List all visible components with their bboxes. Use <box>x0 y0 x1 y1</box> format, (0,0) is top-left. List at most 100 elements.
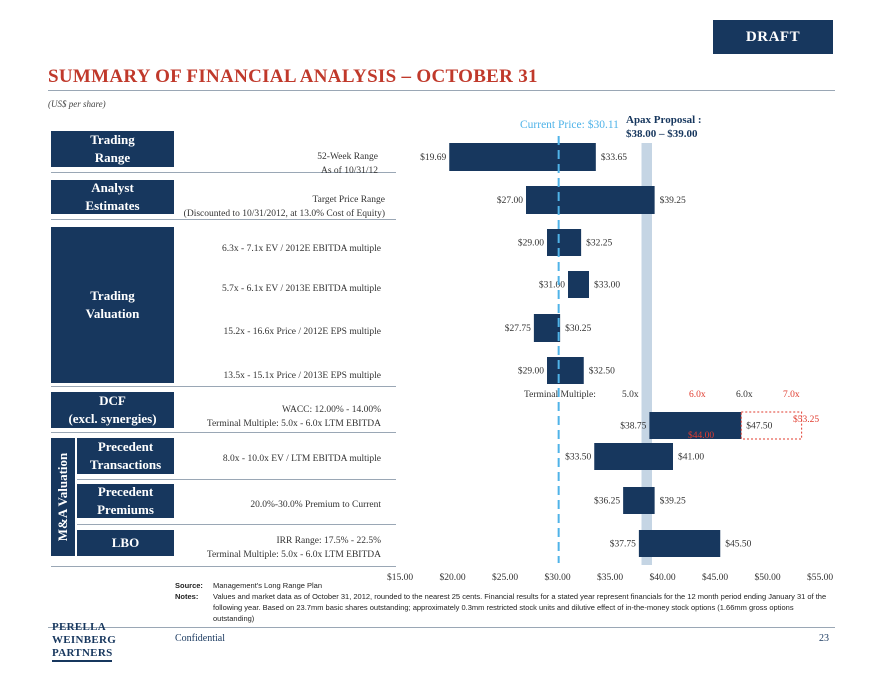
category-ma-valuation: M&A Valuation <box>51 438 75 556</box>
bar-high-label: $32.50 <box>589 366 615 377</box>
category-label-line: Analyst <box>91 180 134 195</box>
bar-low-label: $31.00 <box>539 280 565 291</box>
bar-high-label: $39.25 <box>660 496 686 507</box>
bar-low-label: $33.50 <box>565 452 591 463</box>
category-precedent-transactions: Precedent Transactions <box>77 438 174 474</box>
category-label-line: Precedent <box>97 439 154 454</box>
bar-low-label: $19.69 <box>420 152 446 163</box>
terminal-multiple-mid: 6.0x <box>736 390 753 400</box>
terminal-multiple-mid-red: 6.0x <box>689 390 706 400</box>
page-title: SUMMARY OF FINANCIAL ANALYSIS – OCTOBER … <box>48 66 538 87</box>
x-tick-label: $25.00 <box>492 572 518 583</box>
bar-high-label: $30.25 <box>565 323 591 334</box>
range-bar <box>594 443 673 470</box>
bar-high-label: $33.00 <box>594 280 620 291</box>
range-bar <box>533 314 561 342</box>
title-divider <box>48 90 835 91</box>
draft-badge: DRAFT <box>713 20 833 54</box>
analyst-desc: Target Price Range (Discounted to 10/31/… <box>184 193 385 221</box>
bar-low-label: $29.00 <box>518 366 544 377</box>
category-label-line: (excl. synergies) <box>68 411 157 426</box>
apax-line1: Apax Proposal : <box>626 114 702 126</box>
category-lbo: LBO <box>77 530 174 556</box>
category-label-line: DCF <box>99 393 126 408</box>
x-tick-label: $35.00 <box>597 572 623 583</box>
footer-divider <box>48 627 835 628</box>
terminal-multiple-low: 5.0x <box>622 390 639 400</box>
range-bar <box>638 530 721 557</box>
precedent-transactions-desc: 8.0x - 10.0x EV / LTM EBITDA multiple <box>222 454 381 464</box>
category-trading-valuation: Trading Valuation <box>51 227 174 383</box>
source-label: Source: <box>175 581 203 590</box>
category-precedent-premiums: Precedent Premiums <box>77 484 174 518</box>
logo-line1: PERELLA <box>52 621 107 633</box>
x-tick-label: $55.00 <box>807 572 833 583</box>
x-tick-label: $15.00 <box>387 572 413 583</box>
bar-high-label: $47.50 <box>746 421 772 432</box>
range-bar <box>568 271 589 298</box>
logo-line2: WEINBERG <box>52 634 117 646</box>
terminal-multiple-high-red: 7.0x <box>783 390 800 400</box>
row-divider <box>51 432 396 433</box>
units-subtitle: (US$ per share) <box>48 99 106 109</box>
notes-label: Notes: <box>175 592 199 601</box>
bar-low-label: $27.00 <box>497 195 523 206</box>
source-text: Management's Long Range Plan <box>213 581 323 590</box>
category-dcf: DCF (excl. synergies) <box>51 392 174 428</box>
tv3-desc: 15.2x - 16.6x Price / 2012E EPS multiple <box>223 327 381 337</box>
bar-high-label: $45.50 <box>725 539 751 550</box>
analyst-line1: Target Price Range <box>312 195 386 205</box>
range-bar <box>623 487 655 514</box>
x-tick-label: $30.00 <box>544 572 570 583</box>
ma-valuation-label: M&A Valuation <box>55 452 70 542</box>
week52-range-desc: 52-Week Range As of 10/31/12 <box>317 150 378 178</box>
lbo-line2: Terminal Multiple: 5.0x - 6.0x LTM EBITD… <box>206 550 381 560</box>
x-tick-label: $40.00 <box>649 572 675 583</box>
row-divider <box>51 219 396 220</box>
bar-high-label: $41.00 <box>678 452 704 463</box>
bar-low-label: $27.75 <box>505 323 531 334</box>
tv4-desc: 13.5x - 15.1x Price / 2013E EPS multiple <box>223 371 381 381</box>
bar-low-label: $37.75 <box>610 539 636 550</box>
bar-high-label: $32.25 <box>586 238 612 249</box>
category-label-line: LBO <box>111 535 140 550</box>
row-divider <box>51 566 396 567</box>
category-label-line: Trading <box>90 132 135 147</box>
current-price-label: Current Price: $30.11 <box>520 119 619 131</box>
row-divider <box>77 524 396 525</box>
bar-low-label: $38.75 <box>620 421 646 432</box>
logo-line3: PARTNERS <box>52 647 113 659</box>
logo-bar <box>52 660 112 662</box>
page-number: 23 <box>819 633 829 644</box>
row-divider <box>51 386 396 387</box>
category-analyst-estimates: Analyst Estimates <box>51 180 174 214</box>
row-divider <box>77 479 396 480</box>
range-bar <box>526 186 655 214</box>
category-label-line: Range <box>94 150 131 165</box>
bar-low-label: $36.25 <box>594 496 620 507</box>
row-divider <box>51 172 396 173</box>
range-bar <box>547 229 582 256</box>
category-label-line: Precedent <box>97 484 154 499</box>
lbo-desc: IRR Range: 17.5% - 22.5% Terminal Multip… <box>207 534 381 562</box>
x-tick-label: $50.00 <box>754 572 780 583</box>
analyst-line2: (Discounted to 10/31/2012, at 13.0% Cost… <box>183 209 385 219</box>
category-trading-range: Trading Range <box>51 131 174 167</box>
dcf-extended-low: $44.00 <box>688 431 715 441</box>
range-bar <box>449 143 596 171</box>
dcf-extended-high: $53.25 <box>793 415 820 425</box>
x-tick-label: $45.00 <box>702 572 728 583</box>
apax-band <box>641 143 652 565</box>
company-logo: PERELLA WEINBERG PARTNERS <box>52 621 116 662</box>
terminal-multiple-label: Terminal Multiple: <box>524 390 596 400</box>
category-label-line: Trading <box>90 288 135 303</box>
bar-high-label: $33.65 <box>601 152 627 163</box>
apax-line2: $38.00 – $39.00 <box>626 128 698 140</box>
range-bar <box>547 357 584 384</box>
range-bar <box>649 412 742 439</box>
tv1-desc: 6.3x - 7.1x EV / 2012E EBITDA multiple <box>222 244 381 254</box>
confidential-label: Confidential <box>175 633 225 644</box>
apax-proposal-label: Apax Proposal : $38.00 – $39.00 <box>626 113 702 141</box>
dcf-line2: Terminal Multiple: 5.0x - 6.0x LTM EBITD… <box>206 419 381 429</box>
extension-box <box>740 411 803 440</box>
